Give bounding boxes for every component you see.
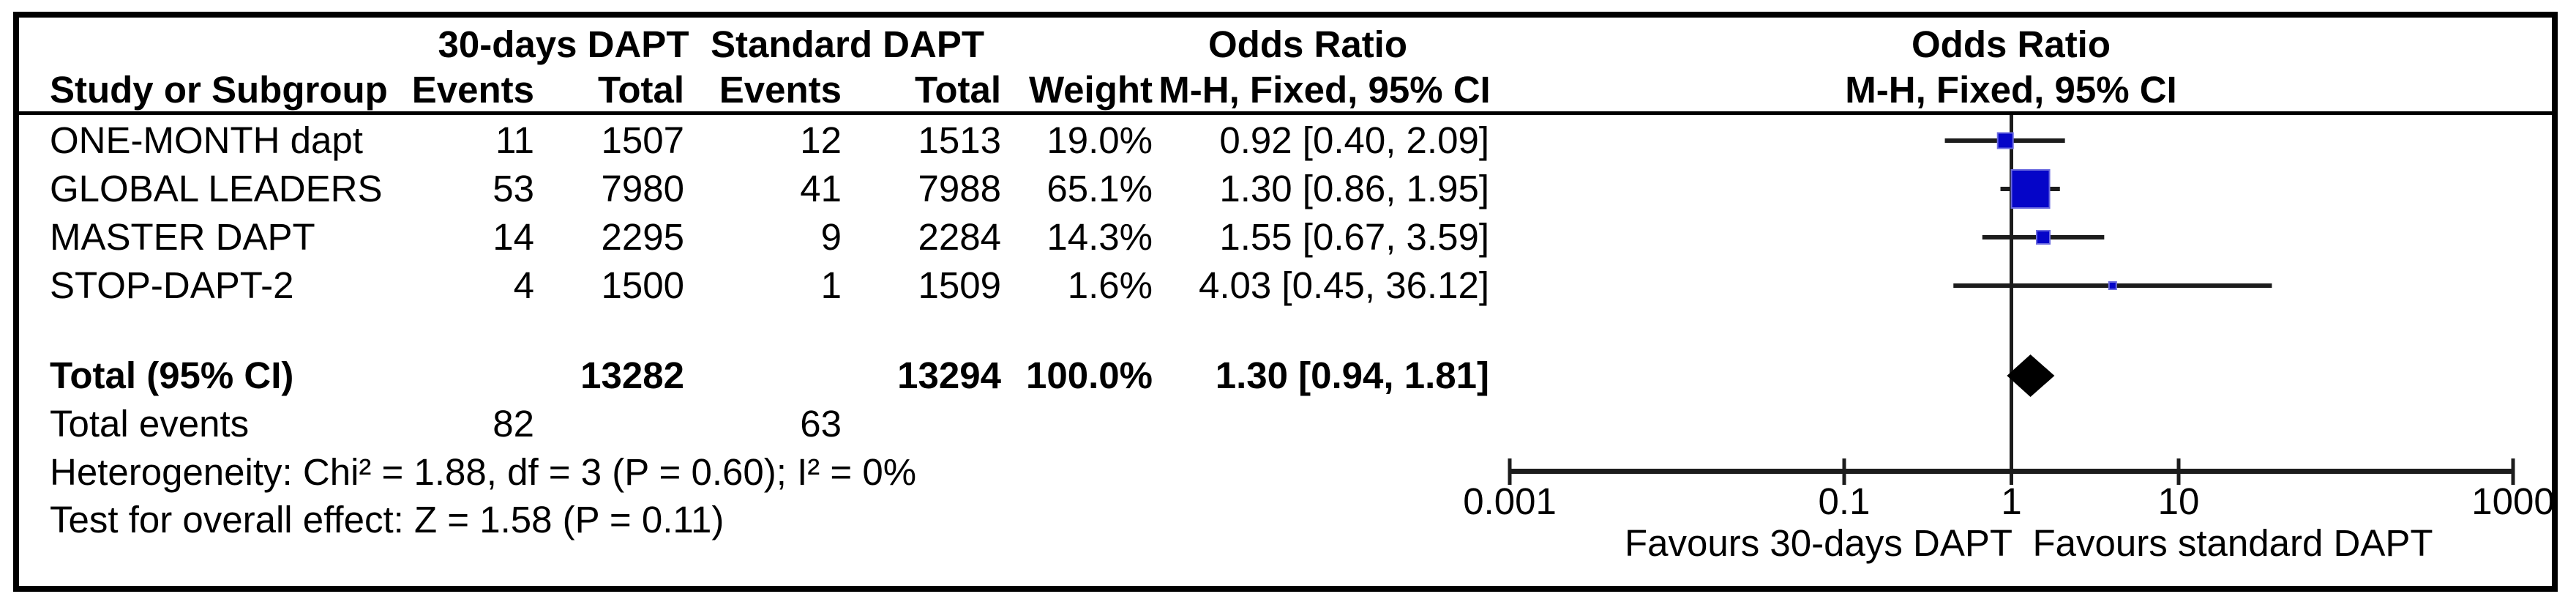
study-name: GLOBAL LEADERS	[50, 168, 383, 209]
col-events-ctrl-header: Events	[719, 69, 842, 111]
total-label: Total (95% CI)	[50, 354, 294, 396]
favours-left-label: Favours 30-days DAPT	[1624, 522, 2013, 564]
total-ctrl-sum: 13294	[897, 354, 1001, 396]
weight: 65.1%	[1046, 168, 1153, 209]
effect-square	[2010, 169, 2051, 209]
or-ci-text: 1.55 [0.67, 3.59]	[1219, 216, 1489, 258]
effect-square	[2108, 281, 2117, 290]
col-total-ctrl-header: Total	[914, 69, 1001, 111]
events-exp: 53	[493, 168, 534, 209]
col-method-text-header: M-H, Fixed, 95% CI	[1158, 69, 1491, 111]
total-exp-sum: 13282	[580, 354, 684, 396]
col-method-plot-header: M-H, Fixed, 95% CI	[1845, 69, 2177, 111]
total-exp: 7980	[601, 168, 684, 209]
col-events-exp-header: Events	[411, 69, 534, 111]
total-exp: 2295	[601, 216, 684, 258]
or-ci-text: 4.03 [0.45, 36.12]	[1199, 264, 1489, 306]
col-odds-ratio-text-title: Odds Ratio	[1208, 23, 1408, 65]
favours-right-label: Favours standard DAPT	[2032, 522, 2433, 564]
col-group-control: Standard DAPT	[710, 23, 985, 65]
col-study-header: Study or Subgroup	[50, 69, 388, 111]
total-exp: 1500	[601, 264, 684, 306]
axis-tick-label: 1	[2001, 480, 2022, 522]
axis-tick-label: 10	[2157, 480, 2200, 522]
events-ctrl: 41	[800, 168, 842, 209]
total-exp: 1507	[601, 119, 684, 161]
events-exp: 11	[495, 119, 534, 161]
events-exp: 14	[493, 216, 534, 258]
events-ctrl: 12	[800, 119, 842, 161]
events-exp: 4	[513, 264, 534, 306]
total-weight: 100.0%	[1026, 354, 1153, 396]
total-ctrl: 1513	[918, 119, 1001, 161]
study-name: ONE-MONTH dapt	[50, 119, 363, 161]
axis-tick-label: 0.1	[1818, 480, 1871, 522]
col-group-experimental: 30-days DAPT	[438, 23, 689, 65]
total-ctrl: 1509	[918, 264, 1001, 306]
x-axis-tick	[1842, 458, 1846, 485]
header-separator-line	[19, 111, 2552, 115]
total-events-exp: 82	[493, 403, 534, 445]
total-ctrl: 2284	[918, 216, 1001, 258]
total-or-ci-text: 1.30 [0.94, 1.81]	[1215, 354, 1489, 396]
effect-square	[2035, 230, 2051, 245]
summary-diamond	[2007, 354, 2055, 397]
x-axis-tick	[1508, 458, 1512, 485]
figure-border	[13, 12, 2558, 592]
x-axis-tick	[2511, 458, 2515, 485]
axis-tick-label: 1000	[2471, 480, 2555, 522]
study-name: MASTER DAPT	[50, 216, 315, 258]
study-name: STOP-DAPT-2	[50, 264, 294, 306]
x-axis-tick	[2176, 458, 2181, 485]
x-axis-tick	[2010, 458, 2013, 485]
events-ctrl: 1	[820, 264, 842, 306]
or-ci-text: 1.30 [0.86, 1.95]	[1219, 168, 1489, 209]
or-ci-text: 0.92 [0.40, 2.09]	[1219, 119, 1489, 161]
events-ctrl: 9	[820, 216, 842, 258]
effect-square	[1996, 132, 2014, 149]
col-weight-header: Weight	[1028, 69, 1153, 111]
overall-effect-note: Test for overall effect: Z = 1.58 (P = 0…	[50, 499, 724, 540]
weight: 1.6%	[1067, 264, 1153, 306]
axis-tick-label: 0.001	[1463, 480, 1557, 522]
null-effect-line	[2010, 115, 2013, 474]
weight: 14.3%	[1046, 216, 1153, 258]
total-events-label: Total events	[50, 403, 250, 445]
col-odds-ratio-plot-title: Odds Ratio	[1911, 23, 2111, 65]
heterogeneity-note: Heterogeneity: Chi² = 1.88, df = 3 (P = …	[50, 451, 917, 493]
col-total-exp-header: Total	[597, 69, 684, 111]
total-ctrl: 7988	[918, 168, 1001, 209]
weight: 19.0%	[1046, 119, 1153, 161]
total-events-ctrl: 63	[800, 403, 842, 445]
